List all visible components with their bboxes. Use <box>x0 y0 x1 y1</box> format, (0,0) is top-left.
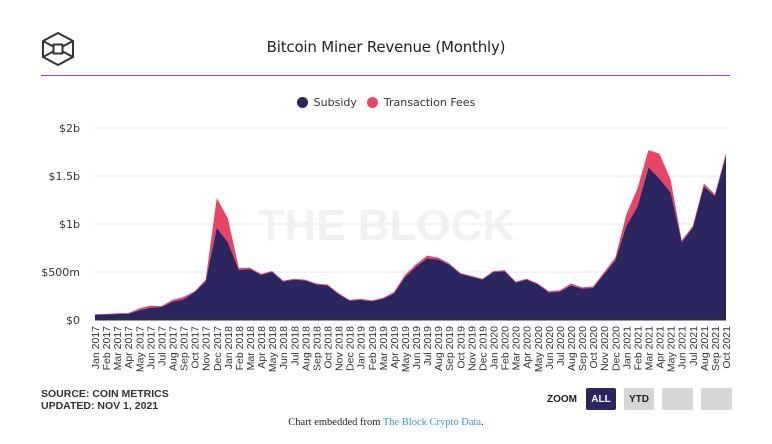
embed-prefix: Chart embedded from <box>288 417 383 428</box>
x-tick-label: Feb 2021 <box>632 326 644 371</box>
x-tick-label: Feb 2018 <box>234 326 246 371</box>
x-tick-label: Jan 2021 <box>621 326 633 369</box>
x-tick-label: Dec 2017 <box>212 326 224 371</box>
y-tick-label: $1b <box>59 218 80 231</box>
x-tick-label: Jul 2020 <box>555 326 567 366</box>
x-axis-ticks: Jan 2017 Feb 2017 Mar 2017 Apr 2017 May 2017… <box>90 326 733 372</box>
x-tick-label: Mar 2019 <box>378 326 390 371</box>
embed-suffix: . <box>481 417 484 428</box>
x-tick-label: Sep 2020 <box>577 326 589 371</box>
x-tick-label: Mar 2018 <box>245 326 257 371</box>
x-tick-label: Jun 2018 <box>278 326 290 369</box>
x-tick-label: Mar 2021 <box>644 326 656 371</box>
x-tick-label: Nov 2019 <box>466 326 478 371</box>
legend-marker-subsidy <box>296 97 308 108</box>
chart-legend: Subsidy Transaction Fees <box>0 96 772 109</box>
zoom-blank-button-1[interactable] <box>662 388 693 410</box>
title-divider <box>41 75 730 76</box>
x-tick-label: Oct 2018 <box>322 326 334 369</box>
zoom-all-button[interactable]: ALL <box>586 388 616 410</box>
x-tick-label: Apr 2021 <box>655 326 667 369</box>
zoom-controls: ZOOM ALL YTD <box>547 388 732 410</box>
x-tick-label: Jul 2017 <box>156 326 168 366</box>
x-tick-label: Jan 2019 <box>356 326 368 369</box>
y-tick-label: $0 <box>66 314 80 327</box>
x-tick-label: Mar 2020 <box>511 326 523 371</box>
x-tick-label: Dec 2019 <box>477 326 489 371</box>
x-tick-label: Oct 2017 <box>190 326 202 369</box>
updated-label: UPDATED: NOV 1, 2021 <box>41 400 159 412</box>
y-axis-ticks: $0 $500m $1b $1.5b $2b <box>41 122 80 327</box>
x-tick-label: Oct 2019 <box>455 326 467 369</box>
revenue-area-chart: THE BLOCK $0$500m$1b$1.5b$2b Jan 2017 Feb… <box>41 122 733 372</box>
x-tick-label: Aug 2020 <box>566 326 578 371</box>
source-info: SOURCE: COIN METRICS UPDATED: NOV 1, 202… <box>41 388 169 412</box>
the-block-data-link[interactable]: The Block Crypto Data <box>382 417 482 428</box>
x-tick-label: Jan 2017 <box>90 326 102 369</box>
zoom-label: ZOOM <box>547 393 577 405</box>
x-tick-label: Jun 2021 <box>677 326 689 369</box>
area-transaction-fees <box>95 150 726 315</box>
x-tick-label: Oct 2020 <box>588 326 600 369</box>
x-tick-label: Jan 2020 <box>489 326 501 369</box>
legend-label-fees: Transaction Fees <box>383 96 476 109</box>
x-tick-label: Apr 2018 <box>256 326 268 369</box>
x-tick-label: Apr 2017 <box>123 326 135 369</box>
x-tick-label: Apr 2019 <box>389 326 401 369</box>
legend-item-fees[interactable]: Transaction Fees <box>366 96 476 109</box>
x-tick-label: Jun 2020 <box>544 326 556 369</box>
x-tick-label: Nov 2020 <box>599 326 611 371</box>
x-tick-label: Feb 2020 <box>500 326 512 371</box>
zoom-blank-button-2[interactable] <box>701 388 732 410</box>
x-tick-label: Sep 2018 <box>311 326 323 371</box>
x-tick-label: Apr 2020 <box>522 326 534 369</box>
x-tick-label: Nov 2017 <box>201 326 213 371</box>
x-tick-label: Jun 2017 <box>145 326 157 369</box>
x-tick-label: Dec 2020 <box>610 326 622 371</box>
x-tick-label: Nov 2018 <box>334 326 346 371</box>
x-tick-label: May 2020 <box>533 326 545 372</box>
x-tick-label: Feb 2017 <box>101 326 113 371</box>
legend-item-subsidy[interactable]: Subsidy <box>296 96 357 109</box>
y-tick-label: $1.5b <box>49 170 80 183</box>
legend-marker-fees <box>366 97 378 108</box>
x-tick-label: Jul 2019 <box>422 326 434 366</box>
x-tick-label: Sep 2021 <box>710 326 722 371</box>
x-tick-label: Jan 2018 <box>223 326 235 369</box>
y-tick-label: $500m <box>41 266 80 279</box>
legend-label-subsidy: Subsidy <box>313 96 357 109</box>
x-tick-label: Feb 2019 <box>367 326 379 371</box>
x-tick-label: Sep 2019 <box>444 326 456 371</box>
area-subsidy <box>95 155 726 320</box>
x-tick-label: Aug 2017 <box>167 326 179 371</box>
x-tick-label: May 2021 <box>666 326 678 372</box>
x-tick-label: Oct 2021 <box>721 326 733 369</box>
y-tick-label: $2b <box>59 122 80 135</box>
x-tick-label: May 2019 <box>400 326 412 372</box>
x-tick-label: Aug 2019 <box>433 326 445 371</box>
x-tick-label: Jul 2018 <box>289 326 301 366</box>
x-tick-label: Aug 2018 <box>300 326 312 371</box>
x-tick-label: Sep 2017 <box>179 326 191 371</box>
the-block-logo-icon <box>42 32 74 66</box>
x-tick-label: May 2018 <box>267 326 279 372</box>
x-tick-label: Jul 2021 <box>688 326 700 366</box>
embed-note: Chart embedded from The Block Crypto Dat… <box>0 417 772 428</box>
chart-areas <box>95 150 726 320</box>
x-tick-label: May 2017 <box>134 326 146 372</box>
chart-title: Bitcoin Miner Revenue (Monthly) <box>266 38 506 56</box>
zoom-ytd-button[interactable]: YTD <box>624 388 654 410</box>
x-tick-label: Dec 2018 <box>345 326 357 371</box>
x-tick-label: Mar 2017 <box>112 326 124 371</box>
source-label: SOURCE: COIN METRICS <box>41 388 169 400</box>
x-tick-label: Aug 2021 <box>699 326 711 371</box>
watermark: THE BLOCK <box>258 201 515 250</box>
x-tick-label: Jun 2019 <box>411 326 423 369</box>
